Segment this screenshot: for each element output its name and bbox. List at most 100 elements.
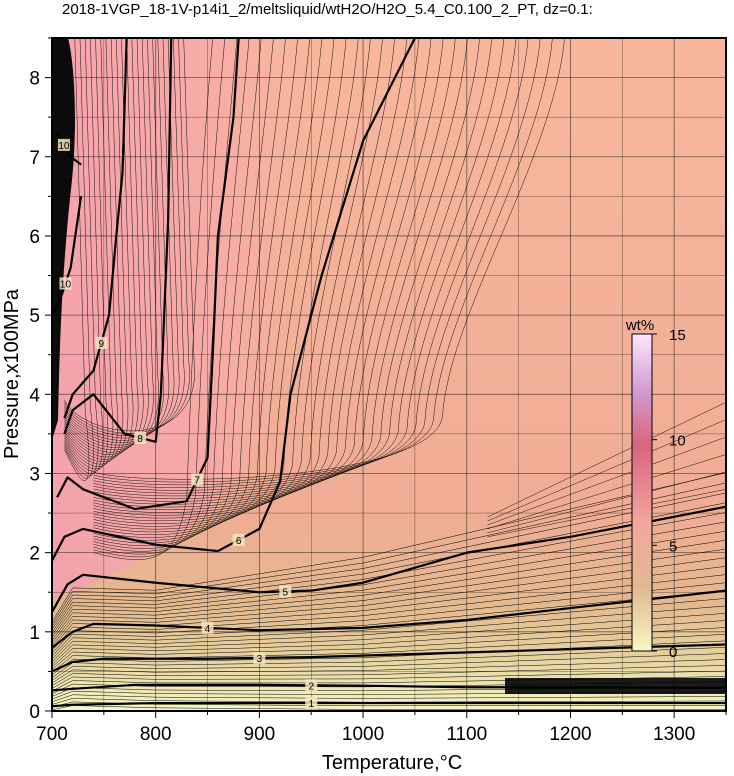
contour-line-thin xyxy=(93,38,456,505)
colorbar-gradient xyxy=(631,333,653,652)
x-tick-label: 1000 xyxy=(342,724,384,745)
contour-line-thin xyxy=(52,701,726,708)
contour-line-thin xyxy=(487,402,726,518)
contour-line-thin xyxy=(93,38,311,538)
y-tick-label: 8 xyxy=(29,69,40,90)
contour-line-thin xyxy=(93,38,226,558)
contour-label-bg xyxy=(305,679,318,692)
contour-line-thin xyxy=(487,419,726,522)
contour-label-bg xyxy=(134,431,147,444)
contour-line-thin xyxy=(93,38,395,519)
contour-line-thin xyxy=(52,548,726,644)
contour-line-thin xyxy=(93,38,529,488)
contour-label-bg xyxy=(57,138,70,151)
x-axis-label: Temperature,°C xyxy=(322,752,462,774)
contour-line-thin xyxy=(52,613,726,665)
dark-upper-left-region xyxy=(52,38,75,440)
contour-line-thin xyxy=(52,686,726,697)
x-tick-label: 700 xyxy=(36,724,68,745)
contour-line-thin xyxy=(52,539,726,641)
contour-line-thin xyxy=(52,670,726,689)
contour-line-thin xyxy=(93,38,371,524)
contour-line-thin xyxy=(52,705,726,711)
contour-line-thin xyxy=(52,574,726,652)
contour-line-thin xyxy=(52,653,726,681)
contour-label: 5 xyxy=(283,587,289,598)
contour-line-thin xyxy=(52,620,726,668)
contour-label: 3 xyxy=(257,654,263,665)
x-tick-label: 900 xyxy=(244,724,276,745)
contour-line-thin xyxy=(52,472,726,622)
contour-line-thin xyxy=(93,38,274,547)
contour-line-thin xyxy=(64,38,144,455)
contour-line-thin xyxy=(52,492,726,628)
contour-line-thin xyxy=(64,38,99,477)
colorbar-ticks: 0 5 10 15 xyxy=(652,327,686,661)
chart-title: 2018-1VGP_18-1V-p14i1_2/meltsliquid/wtH2… xyxy=(62,1,593,18)
contour-line-thin xyxy=(93,38,420,513)
contour-label: 4 xyxy=(205,624,211,635)
contour-line-thin xyxy=(93,38,250,552)
contour-line-level-3 xyxy=(52,643,726,673)
contour-line-thin xyxy=(64,38,134,460)
y-tick-label: 4 xyxy=(29,385,40,406)
x-tick-label: 1300 xyxy=(653,724,695,745)
contour-line-thin xyxy=(52,676,726,692)
contour-line-thin xyxy=(487,471,726,534)
y-tick-label: 7 xyxy=(29,148,40,169)
contour-line-thin xyxy=(93,38,213,560)
y-tick-label: 6 xyxy=(29,227,40,248)
contour-line-thin xyxy=(93,38,505,494)
contour-line-thin xyxy=(93,38,335,533)
contour-label: 7 xyxy=(194,475,200,486)
contour-label-bg xyxy=(279,585,292,598)
contour-line-thin xyxy=(93,38,323,535)
contour-line-thin xyxy=(52,530,726,638)
contour-line-thin xyxy=(64,38,149,453)
contour-line-thin xyxy=(93,38,432,511)
contour-line-thin xyxy=(93,38,286,544)
contour-line-thin xyxy=(52,647,726,678)
contour-line-thin xyxy=(487,454,726,530)
y-axis-label: Pressure,x100MPa xyxy=(1,288,23,459)
contour-label-bg xyxy=(232,533,245,546)
contour-line-thin xyxy=(52,627,726,670)
contour-line-thin xyxy=(93,38,238,555)
contour-line-thin xyxy=(52,681,726,695)
x-tick-label: 800 xyxy=(140,724,172,745)
contour-line-thin xyxy=(52,694,726,703)
x-tick-label: 1100 xyxy=(446,724,487,745)
contour-line-level-9 xyxy=(63,38,128,419)
contour-label: 9 xyxy=(98,339,104,350)
contour-line-thin xyxy=(487,436,726,526)
contour-line-thin xyxy=(487,489,726,538)
dark-lower-right-band xyxy=(505,678,726,694)
contour-label: 6 xyxy=(236,536,242,547)
x-axis: 700 800 900 1000 1100 1200 1300 xyxy=(36,711,727,745)
contour-line-thin xyxy=(52,512,726,633)
contour-line-thin xyxy=(64,38,90,482)
y-tick-label: 0 xyxy=(29,702,40,723)
contour-label: 10 xyxy=(58,141,70,152)
contour-line-level-4 xyxy=(52,589,726,649)
colorbar-title: wt% xyxy=(625,317,654,334)
contour-label-bg xyxy=(201,621,214,634)
contour-line-thin xyxy=(64,38,94,479)
contour-line-thin xyxy=(93,38,468,502)
contour-line-thin xyxy=(52,598,726,660)
plot-frame xyxy=(51,37,727,712)
colorbar-tick-label: 5 xyxy=(669,538,677,555)
contour-line-thin xyxy=(93,38,553,483)
contour-line-thin xyxy=(93,38,262,549)
contour-line-level-6 xyxy=(52,38,416,562)
y-tick-label: 2 xyxy=(29,544,40,565)
contour-line-thin xyxy=(93,38,517,491)
contour-label: 2 xyxy=(308,681,314,692)
colorbar-tick-label: 0 xyxy=(669,644,677,661)
contour-label: 1 xyxy=(308,699,314,710)
x-tick-label: 1200 xyxy=(549,724,591,745)
contour-line-thin xyxy=(52,590,726,657)
y-tick-label: 1 xyxy=(29,623,40,644)
contour-label-bg xyxy=(59,277,72,290)
